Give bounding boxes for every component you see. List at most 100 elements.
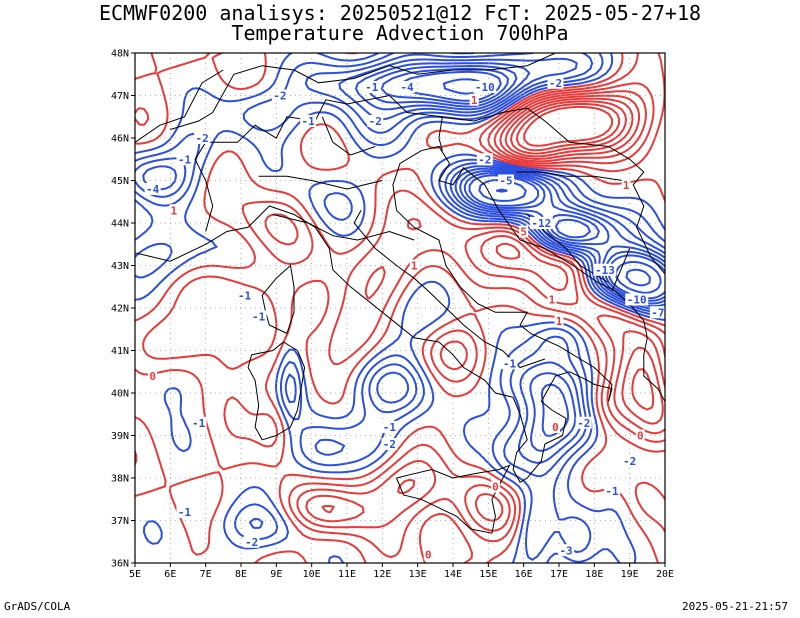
positive-contour <box>264 82 665 532</box>
contour-label: -2 <box>549 77 562 90</box>
contour-label-bg <box>243 535 260 548</box>
negative-contour <box>135 53 665 561</box>
contour-label-bg <box>381 421 398 433</box>
y-tick-label: 41N <box>111 346 129 357</box>
contour-label: -1 <box>178 153 192 166</box>
contour-label: -2 <box>369 115 382 128</box>
contour-labels: -10 -2-4-1-2-1 -2-2-1-4-2-5-12-13-10-7-1-1… <box>144 76 665 562</box>
coastline <box>396 464 511 534</box>
contour-label: -5 <box>499 175 512 188</box>
contour-label-bg <box>271 89 288 102</box>
contour-label: -1 <box>302 115 316 128</box>
contour-label-bg <box>635 429 645 442</box>
contour-label-bg <box>490 480 500 493</box>
contour-label-bg <box>519 225 529 238</box>
contour-label-bg <box>476 153 493 166</box>
contour-label-bg <box>547 293 557 306</box>
coastlines-borders <box>135 53 665 534</box>
contour-label-bg <box>593 263 617 276</box>
x-tick-label: 9E <box>270 569 282 580</box>
contour-label: 1 <box>549 294 556 307</box>
coastline <box>247 341 306 441</box>
map-subtitle: Temperature Advection 700hPa <box>231 21 569 45</box>
contour-label-bg <box>250 310 267 323</box>
contour-label-bg <box>381 438 398 450</box>
coastline <box>261 264 295 334</box>
y-tick-label: 38N <box>111 474 129 485</box>
contour-label-bg <box>194 132 211 144</box>
contour-label-bg <box>625 293 649 306</box>
x-tick-label: 17E <box>550 569 568 580</box>
contour-label-bg <box>558 544 575 557</box>
axis-labels: 5E 6E 7E 8E 9E 10E 11E 12E 13E 14E 15E 16E 17E 18E 19E… <box>111 49 674 581</box>
x-tick-label: 7E <box>200 569 212 580</box>
coastline <box>194 94 443 232</box>
contour-label: 1 <box>471 94 478 107</box>
contour-label-bg <box>621 178 631 191</box>
contour-label: 5 <box>520 226 527 239</box>
y-tick-label: 43N <box>111 261 129 272</box>
coastline <box>611 248 631 292</box>
contour-label: 0 <box>637 430 644 443</box>
coastline <box>321 116 376 156</box>
y-tick-label: 47N <box>111 91 129 102</box>
contour-label-bg <box>300 115 317 127</box>
x-tick-label: 13E <box>409 569 427 580</box>
contour-label: -2 <box>478 153 491 166</box>
negative-contour <box>495 188 651 287</box>
positive-contour <box>135 53 665 558</box>
contour-label: 0 <box>552 421 559 434</box>
contour-label: -3 <box>559 544 572 557</box>
y-tick-label: 37N <box>111 516 129 527</box>
contour-label: -2 <box>623 455 636 468</box>
contour-label-bg <box>363 81 380 93</box>
contour-label-bg <box>469 93 479 106</box>
contour-label: -4 <box>146 183 160 196</box>
contour-label: -1 <box>365 81 379 94</box>
render-timestamp: 2025-05-21-21:57 <box>682 600 788 613</box>
contour-label-bg <box>190 416 207 429</box>
contour-label: 1 <box>411 260 418 273</box>
y-tick-label: 36N <box>111 559 129 570</box>
contour-label-bg <box>501 357 518 370</box>
contour-label-bg <box>621 455 638 467</box>
coastline <box>258 175 383 190</box>
x-tick-label: 18E <box>585 569 603 580</box>
contour-label-bg <box>554 314 564 327</box>
contour-label: -1 <box>252 311 266 324</box>
positive-contour <box>504 97 655 411</box>
coastline <box>438 107 665 275</box>
x-tick-label: 5E <box>129 569 141 580</box>
contour-label: -7 <box>651 306 664 319</box>
y-tick-label: 42N <box>111 304 129 315</box>
contour-label: -1 <box>605 485 619 498</box>
contour-label-bg <box>473 81 497 93</box>
contour-label: 1 <box>171 204 178 217</box>
contour-label: 1 <box>623 179 630 192</box>
lat-lon-grid <box>135 53 665 563</box>
contour-label: -2 <box>383 438 396 451</box>
contour-label-bg <box>148 370 158 382</box>
contour-label-bg <box>550 421 560 433</box>
contour-label: -2 <box>577 417 590 430</box>
contour-label: 0 <box>149 370 156 383</box>
coastline <box>353 210 546 369</box>
positive-contour <box>321 94 664 514</box>
contour-label-bg <box>399 81 416 93</box>
contour-label-bg <box>498 174 514 187</box>
coastline <box>135 145 665 483</box>
x-tick-label: 12E <box>373 569 391 580</box>
grads-credit: GrADS/COLA <box>4 600 71 613</box>
contour-label: 1 <box>556 315 563 328</box>
x-tick-label: 8E <box>235 569 247 580</box>
y-tick-label: 48N <box>111 49 129 60</box>
map-title: ECMWF0200 analisys: 20250521@12 FcT: 202… <box>98 1 702 25</box>
y-tick-label: 45N <box>111 176 129 187</box>
contour-label: -1 <box>178 506 192 519</box>
contour-label-bg <box>176 506 193 518</box>
positive-contour <box>515 102 621 152</box>
contour-label: -2 <box>196 132 209 145</box>
contour-label-bg <box>176 153 193 166</box>
coastline <box>272 214 415 241</box>
negative-contour <box>135 53 665 563</box>
